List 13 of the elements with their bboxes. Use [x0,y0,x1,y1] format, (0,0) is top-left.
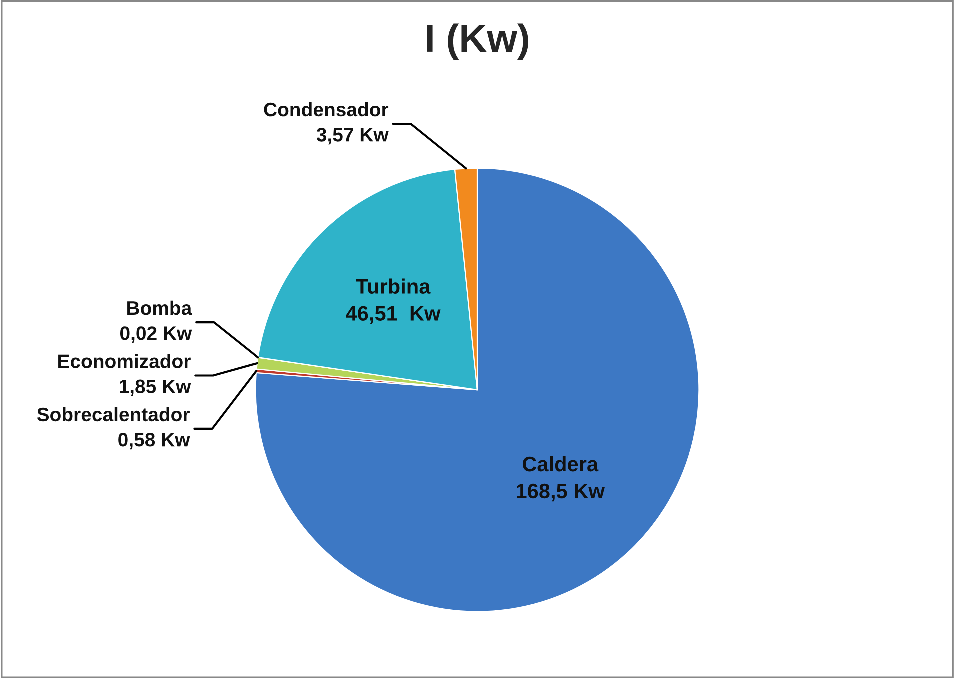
slice-label: Bomba [128,300,192,316]
data-label: 168,5 Kw [517,484,605,502]
slice-label: Sobrecalentador [37,407,190,422]
data-label: 3,57 Kw [316,128,389,145]
data-label: 46,51 Kw [346,306,441,324]
slice-label: Caldera [522,456,599,472]
data-label: 0,58 Kw [118,433,190,450]
slice-label: Turbina [356,278,431,294]
chart-title: I (Kw) [427,24,528,60]
data-label: 0,02 Kw [120,326,192,344]
slice-label: Condensador [264,102,389,117]
slice-label: Economizador [58,354,191,368]
data-label: 1,85 Kw [120,380,192,396]
